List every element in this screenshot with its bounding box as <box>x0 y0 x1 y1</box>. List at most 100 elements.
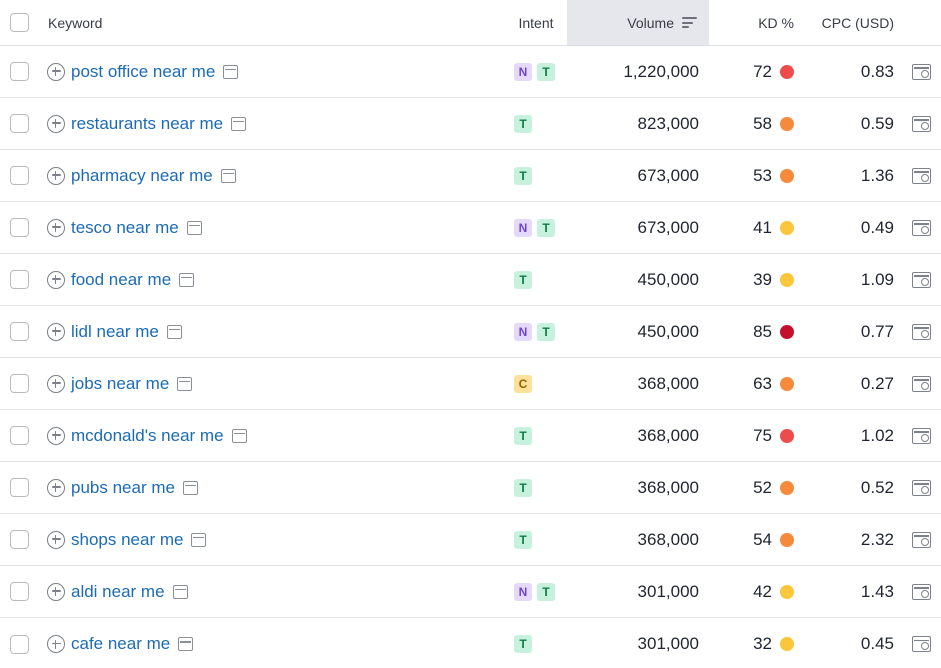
volume-header-label: Volume <box>627 14 674 31</box>
add-to-list-icon[interactable] <box>47 218 65 237</box>
keyword-link[interactable]: tesco near me <box>71 217 179 237</box>
keyword-cell: post office near me <box>47 46 239 97</box>
row-checkbox[interactable] <box>10 270 29 289</box>
row-checkbox[interactable] <box>10 166 29 185</box>
serp-preview-icon[interactable] <box>912 63 931 80</box>
row-checkbox[interactable] <box>10 530 29 549</box>
row-select-cell <box>10 202 30 253</box>
serp-features-icon[interactable] <box>179 272 195 287</box>
volume-cell: 301,000 <box>637 581 699 601</box>
add-to-list-icon[interactable] <box>47 322 65 341</box>
intent-column-header[interactable]: Intent <box>500 0 572 45</box>
serp-preview-cell <box>912 254 934 305</box>
kd-cell: 58 <box>730 98 794 149</box>
add-to-list-icon[interactable] <box>47 166 65 185</box>
keyword-link[interactable]: lidl near me <box>71 321 159 341</box>
intent-badge-n: N <box>514 322 532 341</box>
serp-features-icon[interactable] <box>231 116 247 131</box>
sort-descending-icon[interactable] <box>682 17 697 28</box>
row-checkbox[interactable] <box>10 582 29 601</box>
row-checkbox[interactable] <box>10 218 29 237</box>
intent-badge-c: C <box>514 374 532 393</box>
intent-cell: T <box>514 410 532 461</box>
serp-preview-icon[interactable] <box>912 479 931 496</box>
add-to-list-icon[interactable] <box>47 426 65 445</box>
kd-value: 32 <box>753 634 772 653</box>
serp-preview-icon[interactable] <box>912 427 931 444</box>
serp-features-icon[interactable] <box>166 324 182 339</box>
add-to-list-icon[interactable] <box>47 478 65 497</box>
kd-value: 39 <box>753 269 772 289</box>
cpc-column-header[interactable]: CPC (USD) <box>800 0 894 45</box>
serp-preview-icon[interactable] <box>912 219 931 236</box>
serp-features-icon[interactable] <box>231 428 247 443</box>
add-to-list-icon[interactable] <box>47 530 65 549</box>
row-checkbox[interactable] <box>10 634 29 654</box>
keyword-link[interactable]: jobs near me <box>71 373 170 393</box>
kd-difficulty-dot <box>780 168 794 183</box>
row-select-cell <box>10 306 30 357</box>
serp-preview-icon[interactable] <box>912 167 931 184</box>
row-checkbox[interactable] <box>10 478 29 497</box>
kd-cell: 72 <box>730 46 794 97</box>
serp-preview-icon[interactable] <box>912 583 931 600</box>
serp-features-icon[interactable] <box>177 376 193 391</box>
serp-preview-icon[interactable] <box>912 271 931 288</box>
volume-column-header[interactable]: Volume <box>567 0 709 45</box>
add-to-list-icon[interactable] <box>47 582 65 601</box>
serp-preview-cell <box>912 618 934 668</box>
serp-preview-icon[interactable] <box>912 375 931 392</box>
add-to-list-icon[interactable] <box>47 374 65 393</box>
serp-features-icon[interactable] <box>182 480 198 495</box>
kd-cell: 75 <box>730 410 794 461</box>
keyword-link[interactable]: post office near me <box>71 61 216 81</box>
keyword-link[interactable]: mcdonald's near me <box>71 425 224 445</box>
keyword-link[interactable]: pubs near me <box>71 477 175 497</box>
kd-column-header[interactable]: KD % <box>730 0 794 45</box>
serp-preview-icon[interactable] <box>912 115 931 132</box>
row-checkbox[interactable] <box>10 374 29 393</box>
row-checkbox[interactable] <box>10 114 29 133</box>
keyword-cell: lidl near me <box>47 306 182 357</box>
serp-preview-cell <box>912 150 934 201</box>
row-checkbox[interactable] <box>10 426 29 445</box>
add-to-list-icon[interactable] <box>47 114 65 133</box>
serp-preview-icon[interactable] <box>912 531 931 548</box>
kd-value: 72 <box>753 61 772 81</box>
keyword-link[interactable]: pharmacy near me <box>71 165 213 185</box>
cpc-cell: 1.43 <box>860 581 894 601</box>
row-checkbox[interactable] <box>10 62 29 81</box>
keyword-column-header[interactable]: Keyword <box>48 0 102 45</box>
keyword-link[interactable]: aldi near me <box>71 581 165 601</box>
serp-preview-icon[interactable] <box>912 636 931 652</box>
add-to-list-icon[interactable] <box>47 635 65 653</box>
kd-difficulty-dot <box>780 64 794 79</box>
add-to-list-icon[interactable] <box>47 62 65 81</box>
serp-features-icon[interactable] <box>223 64 239 79</box>
select-all-checkbox[interactable] <box>10 13 29 32</box>
row-checkbox[interactable] <box>10 322 29 341</box>
serp-features-icon[interactable] <box>178 637 194 651</box>
keyword-link[interactable]: shops near me <box>71 529 184 549</box>
serp-features-icon[interactable] <box>186 220 202 235</box>
serp-preview-cell <box>912 358 934 409</box>
kd-difficulty-dot <box>780 324 794 339</box>
volume-cell: 673,000 <box>637 165 699 185</box>
kd-cell: 54 <box>730 514 794 565</box>
keyword-link[interactable]: cafe near me <box>71 634 171 653</box>
intent-header-label: Intent <box>518 14 554 31</box>
serp-features-icon[interactable] <box>220 168 236 183</box>
keyword-link[interactable]: food near me <box>71 269 172 289</box>
serp-features-icon[interactable] <box>191 532 207 547</box>
serp-features-icon[interactable] <box>172 584 188 599</box>
serp-preview-cell <box>912 98 934 149</box>
kd-difficulty-dot <box>780 637 794 651</box>
volume-cell: 450,000 <box>637 269 699 289</box>
kd-cell: 53 <box>730 150 794 201</box>
serp-preview-icon[interactable] <box>912 323 931 340</box>
table-row: jobs near me C 368,000 63 0.27 <box>0 358 941 410</box>
volume-cell: 1,220,000 <box>623 61 699 81</box>
add-to-list-icon[interactable] <box>47 270 65 289</box>
keyword-link[interactable]: restaurants near me <box>71 113 224 133</box>
